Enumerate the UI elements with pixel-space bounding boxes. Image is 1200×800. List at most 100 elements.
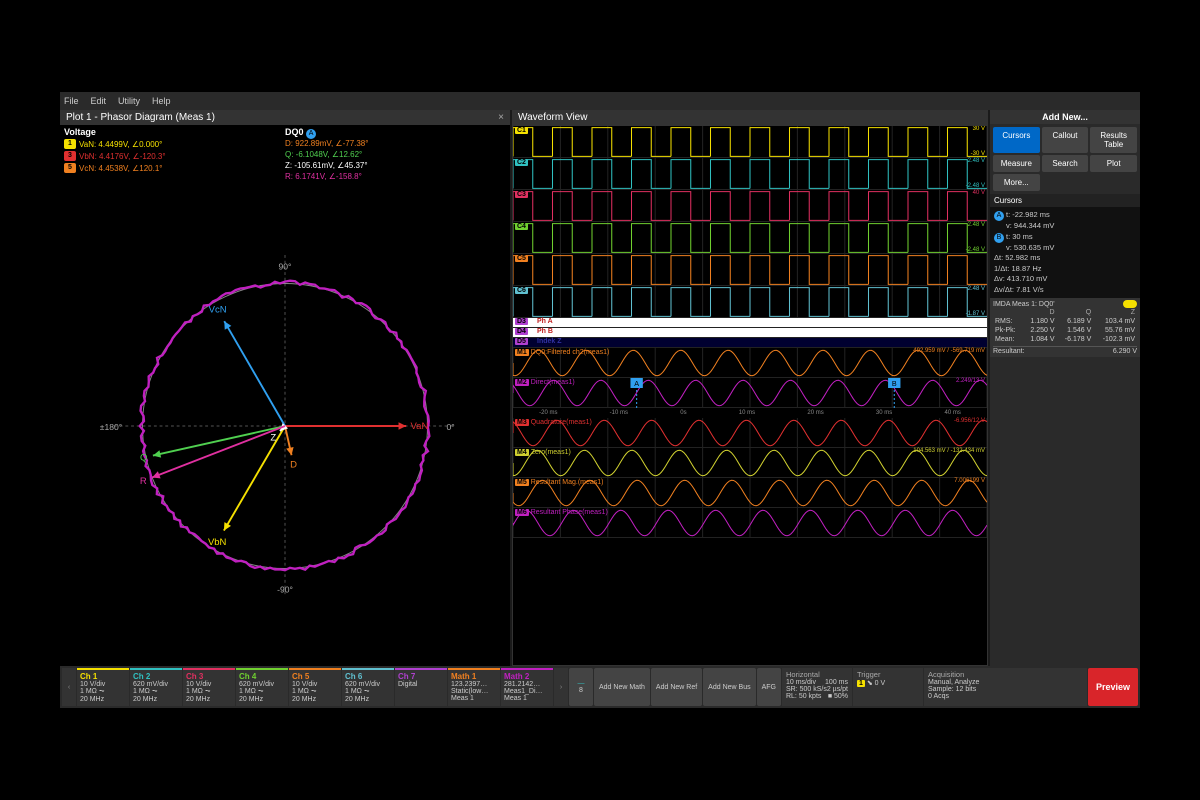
waveform-row: M4Zero(meas1)104.563 mV / -132.434 mV: [513, 448, 987, 478]
menubar: File Edit Utility Help: [60, 92, 1140, 110]
imda-title: IMDA Meas 1: DQ0': [993, 301, 1055, 308]
digital-row: D4Ph B: [513, 328, 987, 338]
channel-tab[interactable]: Math 1123.2397…Static(low…Meas 1: [448, 668, 500, 706]
svg-text:VcN: VcN: [209, 304, 227, 315]
oscilloscope-app: File Edit Utility Help Plot 1 - Phasor D…: [60, 92, 1140, 708]
svg-text:D: D: [290, 459, 297, 470]
svg-text:±180°: ±180°: [100, 421, 122, 431]
channel-tab[interactable]: Ch 110 V/div1 MΩ ⏦20 MHz: [77, 668, 129, 706]
preview-button[interactable]: Preview: [1088, 668, 1138, 706]
afg-button[interactable]: AFG: [757, 668, 781, 706]
channel-tab[interactable]: Ch 4620 mV/div1 MΩ ⏦20 MHz: [236, 668, 288, 706]
waveform-row: C340 V: [513, 190, 987, 222]
digital-row: D3Ph A: [513, 318, 987, 328]
channel-count-badge[interactable]: —8: [569, 668, 593, 706]
channel-badge[interactable]: M4: [515, 449, 529, 456]
channel-tab[interactable]: Ch 7Digital: [395, 668, 447, 706]
waveform-title: Waveform View: [518, 112, 587, 123]
channel-badge[interactable]: C3: [515, 191, 528, 198]
dq0-row: Q: -6.1048V, ∠12.62°: [285, 150, 506, 159]
voltage-row: 3VbN: 4.4176V, ∠-120.3°: [64, 151, 285, 161]
channel-badge[interactable]: C5: [515, 255, 528, 262]
waveform-row: M3Quadrature(meas1)-6.956/12 V: [513, 418, 987, 448]
digital-badge[interactable]: D4: [515, 328, 528, 335]
measure-button[interactable]: Measure: [993, 155, 1040, 172]
voltage-row: 1VaN: 4.4499V, ∠0.000°: [64, 139, 285, 149]
phasor-diagram[interactable]: 90°0°-90°±180°VaNVbNVcNDQZR: [60, 185, 510, 666]
cursors-button[interactable]: Cursors: [993, 127, 1040, 153]
right-panel: Add New... CursorsCalloutResults Table Me…: [990, 110, 1140, 666]
cursor-b-voltage: v: 530.635 mV: [994, 243, 1136, 254]
dq0-row: R: 6.1741V, ∠-158.8°: [285, 172, 506, 181]
channel-badge[interactable]: C4: [515, 223, 528, 230]
plot-button[interactable]: Plot: [1090, 155, 1137, 172]
dq0-row: Z: -105.61mV, ∠45.37°: [285, 161, 506, 170]
channel-badge[interactable]: C2: [515, 159, 528, 166]
callout-button[interactable]: Callout: [1042, 127, 1089, 153]
channel-badge[interactable]: M2: [515, 379, 529, 386]
channel-tab[interactable]: Ch 510 V/div1 MΩ ⏦20 MHz: [289, 668, 341, 706]
cursor-b-badge-icon: B: [994, 233, 1004, 243]
trigger-section[interactable]: Trigger 1 ⬊ 0 V: [853, 668, 923, 706]
channel-tab[interactable]: Ch 2620 mV/div1 MΩ ⏦20 MHz: [130, 668, 182, 706]
delta-t: Δt: 52.982 ms: [994, 253, 1136, 264]
voltage-row: 5VcN: 4.4538V, ∠120.1°: [64, 163, 285, 173]
svg-text:Z: Z: [270, 432, 276, 443]
add-new-header: Add New...: [990, 110, 1140, 124]
svg-text:-90°: -90°: [277, 584, 293, 594]
svg-text:A: A: [634, 380, 639, 388]
scroll-left-icon[interactable]: ‹: [62, 668, 76, 706]
close-icon[interactable]: ×: [498, 112, 504, 123]
results-table-button[interactable]: Results Table: [1090, 127, 1137, 153]
cursor-a-voltage: v: 944.344 mV: [994, 221, 1136, 232]
channel-badge[interactable]: M5: [515, 479, 529, 486]
digital-badge[interactable]: D3: [515, 318, 528, 325]
scroll-right-icon[interactable]: ›: [554, 668, 568, 706]
channel-badge[interactable]: C1: [515, 127, 528, 134]
voltage-column: Voltage 1VaN: 4.4499V, ∠0.000°3VbN: 4.41…: [64, 127, 285, 183]
add-ref-button[interactable]: Add New Ref: [651, 668, 702, 706]
waveform-row: M5Resultant Mag.(meas1)7.006199 V: [513, 478, 987, 508]
waveform-row: C130 V-30 V: [513, 126, 987, 158]
waveform-row: M1DQ0:Filtered ch2(meas1)492.959 mV / -5…: [513, 348, 987, 378]
svg-text:0°: 0°: [447, 421, 455, 431]
menu-edit[interactable]: Edit: [91, 96, 107, 106]
waveform-area[interactable]: C130 V-30 VC22.48 V-2.48 VC340 VC42.48 V…: [512, 125, 988, 666]
channel-tab[interactable]: Ch 6620 mV/div1 MΩ ⏦20 MHz: [342, 668, 394, 706]
channel-tab[interactable]: Ch 310 V/div1 MΩ ⏦20 MHz: [183, 668, 235, 706]
delta-freq: 1/Δt: 18.87 Hz: [994, 264, 1136, 275]
menu-utility[interactable]: Utility: [118, 96, 140, 106]
channel-badge[interactable]: C6: [515, 287, 528, 294]
channel-badge[interactable]: M3: [515, 419, 529, 426]
digital-badge[interactable]: D5: [515, 338, 528, 345]
menu-help[interactable]: Help: [152, 96, 171, 106]
horizontal-section[interactable]: Horizontal 10 ms/div100 ms SR: 500 kS/s2…: [782, 668, 852, 706]
cursor-a-badge-icon: A: [994, 211, 1004, 221]
waveform-row: M6Resultant Phase(meas1): [513, 508, 987, 538]
svg-text:R: R: [140, 475, 147, 486]
digital-row: D5Indek Z: [513, 338, 987, 348]
waveform-row: C5: [513, 254, 987, 286]
add-bus-button[interactable]: Add New Bus: [703, 668, 755, 706]
cursor-readout: At: -22.982 ms v: 944.344 mV Bt: 30 ms v…: [990, 207, 1140, 298]
channel-badge[interactable]: M6: [515, 509, 529, 516]
svg-text:90°: 90°: [279, 261, 292, 271]
phasor-panel: Plot 1 - Phasor Diagram (Meas 1) × Volta…: [60, 110, 510, 666]
add-math-button[interactable]: Add New Math: [594, 668, 650, 706]
cursor-b-time: t: 30 ms: [1006, 232, 1033, 241]
waveform-panel: Waveform View C130 V-30 VC22.48 V-2.48 V…: [512, 110, 988, 666]
svg-text:Q: Q: [140, 452, 147, 463]
delta-slope: Δv/Δt: 7.81 V/s: [994, 285, 1136, 296]
menu-file[interactable]: File: [64, 96, 79, 106]
waveform-row: ABM2Direct(meas1)2.249/13 V: [513, 378, 987, 408]
imda-toggle-icon[interactable]: [1123, 300, 1137, 308]
search-button[interactable]: Search: [1042, 155, 1089, 172]
waveform-row: C22.48 V-2.48 V: [513, 158, 987, 190]
channel-badge[interactable]: M1: [515, 349, 529, 356]
resultant-value: 6.290 V: [1113, 348, 1137, 355]
acquisition-section[interactable]: Acquisition Manual, Analyze Sample: 12 b…: [924, 668, 1087, 706]
svg-text:VaN: VaN: [411, 420, 429, 431]
channel-tab[interactable]: Math 2281.2142…Meas1_Di…Meas 1: [501, 668, 553, 706]
waveform-row: C42.48 V-2.48 V: [513, 222, 987, 254]
more--button[interactable]: More...: [993, 174, 1040, 191]
